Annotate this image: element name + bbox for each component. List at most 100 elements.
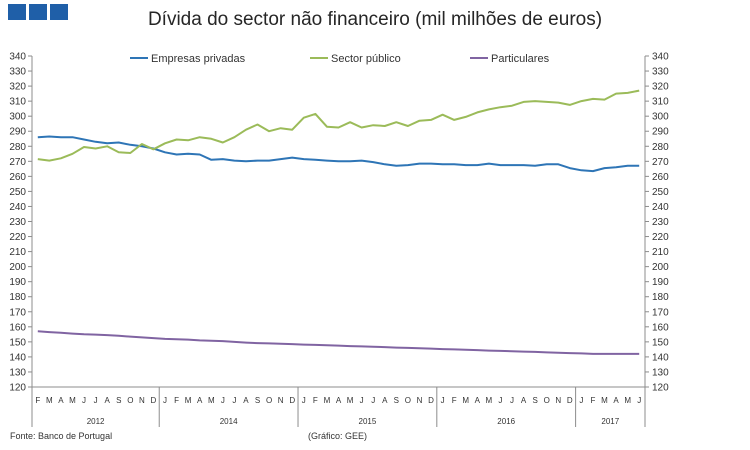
x-tick-label: M <box>486 396 493 405</box>
x-tick-label: A <box>105 396 111 405</box>
y-tick-label-right: 140 <box>652 352 669 363</box>
y-tick-label-left: 290 <box>9 127 26 138</box>
y-tick-label-left: 220 <box>9 232 26 243</box>
y-tick-label-left: 270 <box>9 157 26 168</box>
x-tick-label: M <box>46 396 53 405</box>
x-tick-label: J <box>579 396 583 405</box>
y-tick-label-left: 130 <box>9 367 26 378</box>
x-tick-label: N <box>555 396 561 405</box>
y-tick-label-right: 170 <box>652 307 669 318</box>
y-tick-label-left: 240 <box>9 202 26 213</box>
y-tick-label-right: 340 <box>652 52 669 63</box>
x-tick-label: N <box>417 396 423 405</box>
y-tick-label-right: 150 <box>652 337 669 348</box>
y-tick-label-right: 270 <box>652 157 669 168</box>
x-tick-label: O <box>127 396 133 405</box>
x-tick-label: J <box>637 396 641 405</box>
y-tick-label-right: 320 <box>652 82 669 93</box>
y-tick-label-right: 220 <box>652 232 669 243</box>
logo <box>8 4 68 20</box>
chart-title: Dívida do sector não financeiro (mil mil… <box>147 9 603 30</box>
y-tick-label-right: 230 <box>652 217 669 228</box>
x-tick-label: F <box>35 396 40 405</box>
y-tick-label-left: 140 <box>9 352 26 363</box>
x-tick-label: J <box>360 396 364 405</box>
x-tick-label: M <box>601 396 608 405</box>
y-tick-label-left: 340 <box>9 52 26 63</box>
x-tick-label: M <box>208 396 215 405</box>
x-tick-label: J <box>163 396 167 405</box>
year-label: 2016 <box>497 417 515 426</box>
y-tick-label-left: 280 <box>9 142 26 153</box>
x-tick-label: F <box>313 396 318 405</box>
y-tick-label-left: 330 <box>9 67 26 78</box>
x-tick-label: A <box>382 396 388 405</box>
x-tick-label: J <box>441 396 445 405</box>
legend-label-3: Particulares <box>491 53 550 65</box>
x-tick-label: A <box>521 396 527 405</box>
year-label: 2012 <box>87 417 105 426</box>
y-tick-label-left: 200 <box>9 262 26 273</box>
source-note: Fonte: Banco de Portugal <box>10 431 113 441</box>
y-tick-label-left: 170 <box>9 307 26 318</box>
x-tick-label: J <box>82 396 86 405</box>
year-label: 2014 <box>220 417 238 426</box>
series-line-2 <box>37 89 640 162</box>
y-tick-label-left: 210 <box>9 247 26 258</box>
x-tick-label: S <box>532 396 537 405</box>
x-tick-label: J <box>510 396 514 405</box>
x-tick-label: M <box>69 396 76 405</box>
series-line-3 <box>37 330 640 355</box>
x-tick-label: O <box>405 396 411 405</box>
x-tick-label: D <box>289 396 295 405</box>
y-tick-label-left: 260 <box>9 172 26 183</box>
y-tick-label-left: 320 <box>9 82 26 93</box>
x-tick-label: J <box>232 396 236 405</box>
y-tick-label-left: 120 <box>9 383 26 394</box>
x-tick-label: J <box>498 396 502 405</box>
y-tick-label-right: 330 <box>652 67 669 78</box>
x-tick-label: S <box>255 396 260 405</box>
x-tick-label: D <box>151 396 157 405</box>
x-tick-label: F <box>452 396 457 405</box>
year-label: 2015 <box>359 417 377 426</box>
x-tick-label: M <box>624 396 631 405</box>
y-tick-label-left: 300 <box>9 112 26 123</box>
y-tick-label-right: 130 <box>652 367 669 378</box>
x-tick-label: J <box>371 396 375 405</box>
x-tick-label: A <box>613 396 619 405</box>
x-tick-label: S <box>394 396 399 405</box>
x-tick-label: O <box>544 396 550 405</box>
x-tick-label: A <box>243 396 249 405</box>
x-tick-label: J <box>302 396 306 405</box>
x-tick-label: A <box>197 396 203 405</box>
x-tick-label: M <box>347 396 354 405</box>
y-tick-label-left: 250 <box>9 187 26 198</box>
y-tick-label-right: 240 <box>652 202 669 213</box>
x-tick-label: J <box>94 396 98 405</box>
x-tick-label: O <box>266 396 272 405</box>
x-tick-label: N <box>139 396 145 405</box>
y-tick-label-left: 310 <box>9 97 26 108</box>
x-tick-label: M <box>324 396 331 405</box>
x-tick-label: A <box>336 396 342 405</box>
x-tick-label: A <box>475 396 481 405</box>
y-tick-label-left: 190 <box>9 277 26 288</box>
y-tick-label-right: 210 <box>652 247 669 258</box>
x-tick-label: J <box>221 396 225 405</box>
y-tick-label-right: 160 <box>652 322 669 333</box>
y-tick-label-left: 230 <box>9 217 26 228</box>
logo-square-1 <box>8 4 26 20</box>
y-tick-label-right: 310 <box>652 97 669 108</box>
y-tick-label-right: 190 <box>652 277 669 288</box>
legend-label-2: Sector público <box>331 53 401 65</box>
x-tick-label: D <box>567 396 573 405</box>
credit-note: (Gráfico: GEE) <box>308 431 368 441</box>
y-tick-label-right: 300 <box>652 112 669 123</box>
x-tick-label: M <box>185 396 192 405</box>
y-tick-label-left: 180 <box>9 292 26 303</box>
x-tick-label: N <box>278 396 284 405</box>
y-tick-label-right: 120 <box>652 383 669 394</box>
legend-label-1: Empresas privadas <box>151 53 246 65</box>
